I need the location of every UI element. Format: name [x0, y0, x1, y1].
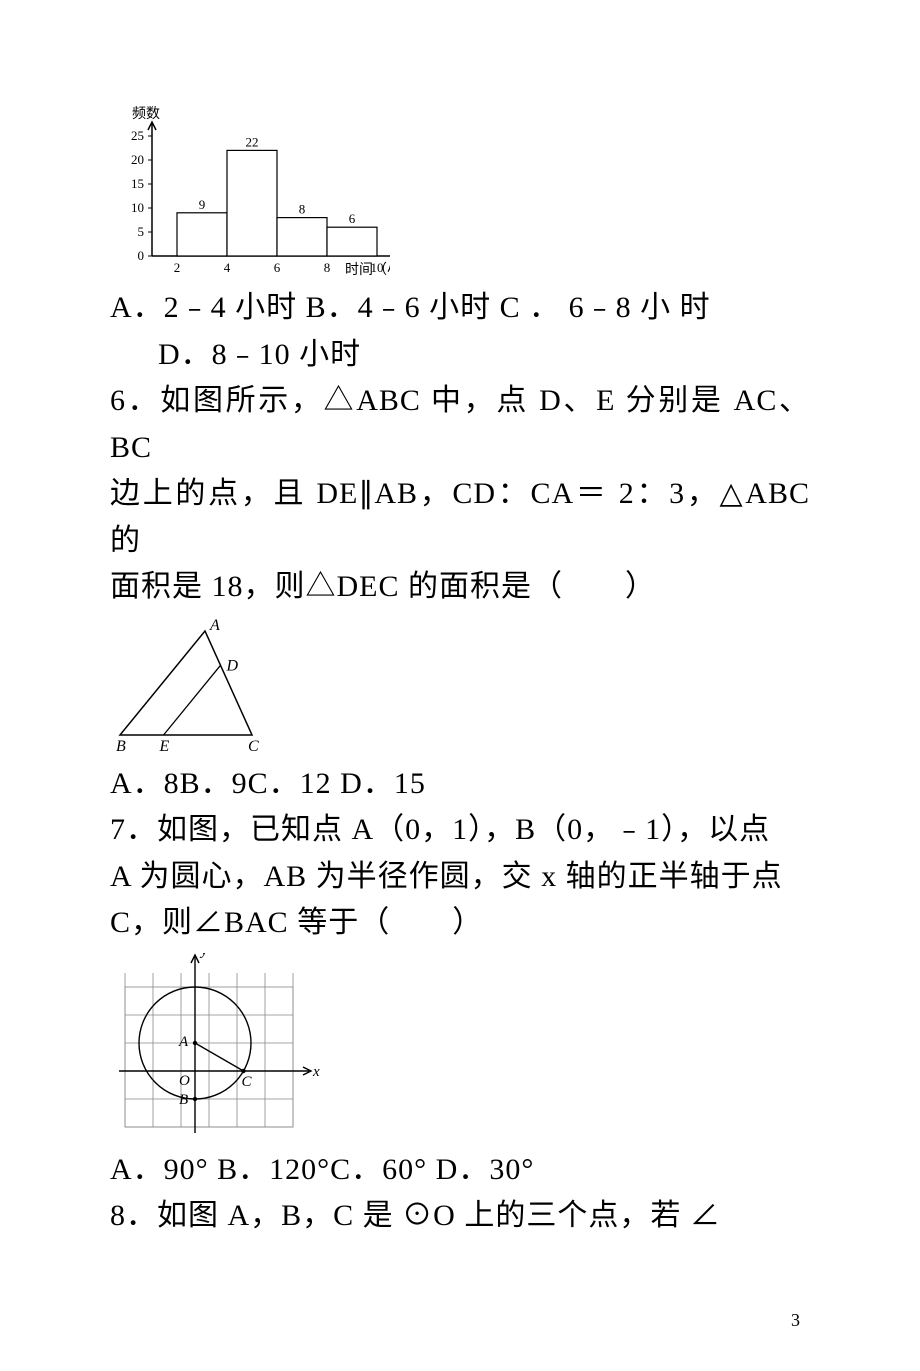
circle-svg: O A B Cx y: [110, 953, 320, 1143]
svg-text:C: C: [241, 1074, 252, 1090]
q7-line2: A 为圆心，AB 为半径作圆，交 x 轴的正半轴于点: [110, 854, 810, 901]
svg-text:D: D: [226, 657, 239, 674]
q6-line2: 边上的点，且 DE∥AB，CD：CA＝ 2：3，△ABC 的: [110, 471, 810, 564]
svg-text:A: A: [209, 617, 220, 634]
q7-line3: C，则∠BAC 等于（ ）: [110, 900, 810, 947]
histogram-figure: 051015202524681092286频数时间（小时）: [110, 106, 810, 281]
q5-options-line1: A．2﹣4 小时 B．4﹣6 小时 C ． 6﹣8 小 时: [110, 285, 810, 332]
q8-line1: 8．如图 A，B，C 是 ⊙O 上的三个点，若 ∠: [110, 1193, 810, 1240]
q6-line3: 面积是 18，则△DEC 的面积是（ ）: [110, 564, 810, 611]
histogram-svg: 051015202524681092286频数时间（小时）: [110, 106, 390, 281]
svg-text:22: 22: [246, 134, 259, 149]
svg-text:8: 8: [324, 260, 331, 275]
svg-text:4: 4: [224, 260, 231, 275]
page: 051015202524681092286频数时间（小时） A．2﹣4 小时 B…: [0, 0, 920, 1371]
q5-options-line2: D．8﹣10 小时: [158, 332, 810, 379]
q7-options: A．90° B．120°C．60° D．30°: [110, 1147, 810, 1194]
svg-text:5: 5: [138, 224, 145, 239]
svg-text:x: x: [312, 1064, 320, 1080]
circle-figure: O A B Cx y: [110, 953, 810, 1143]
svg-text:B: B: [179, 1092, 188, 1108]
svg-text:6: 6: [274, 260, 281, 275]
svg-text:15: 15: [131, 176, 144, 191]
svg-text:O: O: [179, 1073, 190, 1089]
svg-text:C: C: [248, 738, 259, 755]
q7-line1: 7．如图，已知点 A（0，1），B（0，﹣1），以点: [110, 807, 810, 854]
svg-text:6: 6: [349, 211, 356, 226]
svg-text:0: 0: [138, 248, 145, 263]
triangle-svg: A B C D E: [110, 617, 280, 757]
svg-text:10: 10: [131, 200, 144, 215]
triangle-figure: A B C D E: [110, 617, 810, 757]
q6-line1: 6．如图所示，△ABC 中，点 D、E 分别是 AC、BC: [110, 378, 810, 471]
svg-text:8: 8: [299, 202, 306, 217]
q6-options: A．8B．9C．12 D．15: [110, 761, 810, 808]
page-number: 3: [110, 1310, 810, 1331]
svg-text:20: 20: [131, 152, 144, 167]
svg-text:9: 9: [199, 197, 206, 212]
svg-text:A: A: [178, 1034, 189, 1050]
svg-text:2: 2: [174, 260, 181, 275]
svg-text:E: E: [159, 738, 170, 755]
svg-text:频数: 频数: [132, 106, 160, 122]
svg-text:25: 25: [131, 128, 144, 143]
svg-text:y: y: [199, 953, 208, 959]
svg-text:时间（小时）: 时间（小时）: [345, 262, 390, 278]
svg-text:B: B: [116, 738, 126, 755]
